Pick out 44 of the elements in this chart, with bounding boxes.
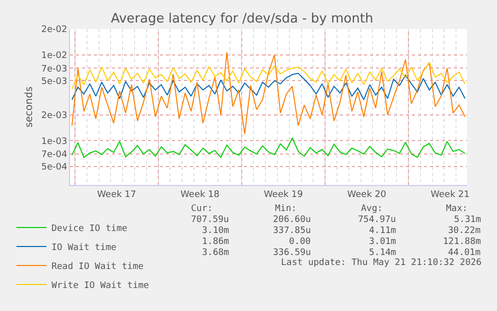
text: Min:	[275, 204, 297, 214]
x-tick-label: Week 18	[180, 190, 220, 200]
text: 121.88m	[443, 237, 481, 247]
x-tick-label: Week 17	[97, 190, 136, 200]
line-series	[71, 62, 466, 90]
text: 4.11m	[369, 226, 396, 236]
line-series	[71, 52, 466, 134]
x-tick-label: Week 19	[264, 190, 304, 200]
y-tick-label: 1e-02	[41, 51, 68, 61]
text: 5.14m	[369, 248, 396, 258]
chart-title: Average latency for /dev/sda - by month	[110, 12, 374, 27]
text: 754.97u	[358, 215, 396, 225]
line-series	[71, 72, 466, 100]
text: 336.59u	[273, 248, 311, 258]
y-axis-title: seconds	[24, 86, 36, 128]
line-series	[71, 137, 466, 158]
x-tick-label: Week 21	[430, 190, 470, 200]
legend-label: IO Wait time	[51, 242, 116, 253]
legend-label: Write IO Wait time	[51, 280, 149, 291]
text: 30.22m	[448, 226, 481, 236]
legend-label: Device IO time	[51, 224, 128, 234]
text: Cur:	[191, 204, 213, 214]
text: Avg:	[361, 204, 383, 214]
y-tick-label: 5e-04	[41, 162, 68, 173]
text: 5.31m	[454, 215, 482, 225]
y-tick-label: 2e-02	[41, 25, 68, 36]
y-tick-label: 7e-03	[41, 64, 68, 74]
text: 206.60u	[273, 215, 311, 225]
y-tick-label: 1e-03	[41, 136, 68, 147]
y-tick-label: 5e-03	[41, 76, 68, 87]
text: Max:	[446, 204, 468, 214]
text: 3.10m	[202, 226, 230, 236]
legend-label: Read IO Wait time	[51, 262, 144, 272]
y-tick-label: 7e-04	[41, 150, 68, 160]
text: 44.01m	[448, 248, 481, 258]
y-tick-label: 2e-03	[41, 111, 68, 122]
text: 0.00	[289, 237, 311, 247]
text: 3.01m	[369, 237, 396, 247]
x-tick-label: Week 20	[347, 190, 387, 200]
text: Last update: Thu May 21 21:10:32 2026	[281, 258, 482, 268]
text: 1.86m	[202, 237, 230, 247]
text: 337.85u	[273, 226, 311, 236]
text: 3.68m	[202, 248, 230, 258]
text: 707.59u	[191, 215, 229, 225]
